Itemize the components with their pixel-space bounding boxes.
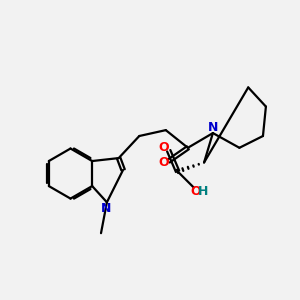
Text: O: O	[158, 156, 169, 169]
Text: O: O	[190, 185, 200, 199]
Text: N: N	[101, 202, 112, 215]
Text: H: H	[198, 185, 208, 199]
Text: N: N	[208, 121, 218, 134]
Text: O: O	[158, 141, 169, 154]
